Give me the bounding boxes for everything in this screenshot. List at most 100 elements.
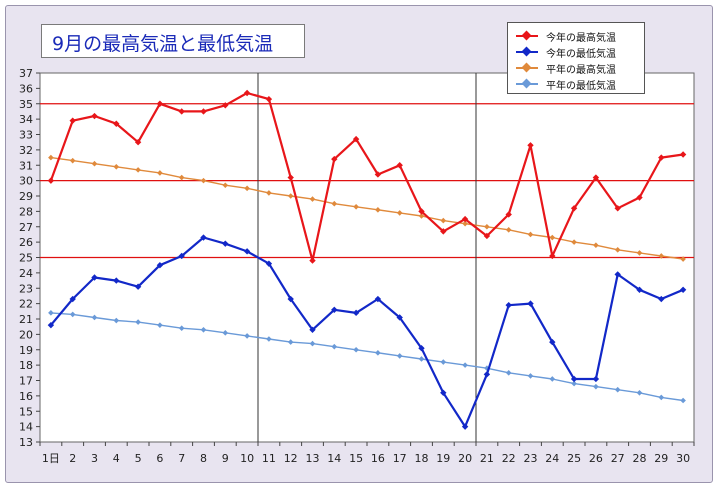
point-s3-19 bbox=[440, 359, 447, 365]
point-s1-11 bbox=[265, 260, 273, 267]
legend-marker-0 bbox=[521, 30, 532, 41]
legend-marker-1 bbox=[521, 46, 532, 57]
point-s1-7 bbox=[178, 252, 185, 260]
point-s0-13 bbox=[309, 257, 316, 264]
point-s2-21 bbox=[484, 223, 490, 230]
point-s0-29 bbox=[658, 154, 665, 161]
point-s3-2 bbox=[69, 311, 76, 318]
legend-marker-3 bbox=[521, 78, 532, 89]
point-s0-24 bbox=[549, 252, 556, 260]
point-s2-10 bbox=[244, 185, 250, 192]
legend-item-3: 平年の最低気温 bbox=[508, 76, 646, 92]
point-s3-15 bbox=[353, 346, 359, 353]
series-2 bbox=[48, 154, 686, 262]
point-s1-8 bbox=[200, 234, 207, 241]
point-s1-22 bbox=[505, 301, 512, 309]
x-tick-label-23: 23 bbox=[524, 452, 538, 465]
point-s2-8 bbox=[200, 177, 207, 184]
x-tick-label-11: 11 bbox=[262, 452, 276, 465]
point-s2-25 bbox=[571, 239, 577, 245]
point-s2-6 bbox=[157, 170, 163, 176]
y-tick-label-17: 17 bbox=[19, 375, 33, 388]
point-s2-17 bbox=[396, 210, 403, 216]
y-tick-label-13: 13 bbox=[19, 436, 33, 449]
point-s0-23 bbox=[527, 142, 534, 149]
point-s1-29 bbox=[658, 295, 665, 303]
point-s1-14 bbox=[331, 306, 338, 313]
y-tick-label-19: 19 bbox=[19, 344, 33, 357]
point-s1-17 bbox=[396, 314, 403, 321]
point-s1-5 bbox=[134, 283, 142, 290]
point-s0-27 bbox=[614, 205, 621, 212]
point-s3-6 bbox=[157, 322, 163, 328]
legend-item-1: 今年の最低気温 bbox=[508, 44, 646, 60]
point-s0-17 bbox=[396, 162, 403, 169]
y-tick-label-21: 21 bbox=[19, 313, 33, 326]
x-tick-label-21: 21 bbox=[480, 452, 494, 465]
x-tick-label-30: 30 bbox=[676, 452, 690, 465]
y-tick-label-22: 22 bbox=[19, 298, 33, 311]
point-s2-3 bbox=[91, 160, 98, 167]
point-s1-28 bbox=[636, 286, 643, 293]
point-s2-1 bbox=[48, 154, 54, 161]
point-s3-22 bbox=[505, 370, 512, 376]
y-tick-label-15: 15 bbox=[19, 405, 33, 418]
legend-item-2: 平年の最高気温 bbox=[508, 60, 646, 76]
point-s0-16 bbox=[374, 171, 382, 178]
point-s3-14 bbox=[331, 343, 338, 350]
point-s0-8 bbox=[200, 108, 207, 115]
point-s3-25 bbox=[571, 380, 577, 387]
x-tick-label-15: 15 bbox=[349, 452, 363, 465]
y-tick-label-14: 14 bbox=[19, 421, 33, 434]
point-s2-22 bbox=[505, 227, 512, 233]
legend-label-2: 平年の最高気温 bbox=[546, 65, 616, 76]
point-s3-29 bbox=[658, 394, 665, 401]
point-s0-7 bbox=[178, 108, 185, 115]
point-s2-27 bbox=[614, 247, 621, 253]
x-tick-label-28: 28 bbox=[633, 452, 647, 465]
point-s2-16 bbox=[375, 207, 381, 213]
point-s1-21 bbox=[483, 371, 491, 378]
x-tick-label-24: 24 bbox=[545, 452, 559, 465]
point-s3-23 bbox=[527, 373, 534, 379]
point-s2-2 bbox=[69, 157, 76, 164]
point-s2-30 bbox=[680, 256, 686, 262]
y-tick-label-37: 37 bbox=[19, 67, 33, 80]
x-tick-label-8: 8 bbox=[200, 452, 207, 465]
point-s3-1 bbox=[48, 310, 54, 316]
x-axis: 1日 2 3 4 5 6 7 8 9 10 11 12 13 14 15 16 17 18 19 20 21 22 23 24… bbox=[39, 442, 695, 465]
point-s2-24 bbox=[549, 234, 556, 241]
point-s0-30 bbox=[679, 151, 687, 158]
y-tick-label-25: 25 bbox=[19, 252, 33, 265]
point-s3-8 bbox=[200, 326, 207, 333]
point-s2-19 bbox=[440, 217, 447, 224]
point-s3-20 bbox=[462, 362, 468, 368]
point-s0-1 bbox=[47, 177, 55, 184]
y-tick-label-35: 35 bbox=[19, 98, 33, 111]
point-s3-18 bbox=[418, 356, 425, 362]
chart-title-box: 9月の最高気温と最低気温 bbox=[41, 24, 305, 58]
point-s1-23 bbox=[527, 300, 534, 307]
point-s3-17 bbox=[396, 353, 403, 359]
point-s3-30 bbox=[680, 397, 686, 404]
point-s3-10 bbox=[244, 333, 250, 339]
point-s0-6 bbox=[156, 100, 164, 107]
point-s2-26 bbox=[593, 242, 599, 248]
point-s2-14 bbox=[331, 200, 338, 207]
y-tick-label-31: 31 bbox=[19, 159, 33, 172]
x-tick-label-27: 27 bbox=[611, 452, 625, 465]
point-s2-29 bbox=[658, 253, 665, 259]
point-s1-19 bbox=[440, 389, 447, 396]
point-s1-13 bbox=[309, 326, 316, 333]
point-s0-5 bbox=[134, 138, 142, 146]
series-line-2 bbox=[50, 156, 684, 260]
point-s2-9 bbox=[222, 182, 229, 189]
point-s0-3 bbox=[91, 112, 98, 120]
point-s1-20 bbox=[461, 423, 469, 430]
point-s0-11 bbox=[265, 95, 273, 103]
x-tick-label-17: 17 bbox=[393, 452, 407, 465]
y-axis: 13 14 15 16 17 18 19 20 21 22 23 24 25 26 27 28 29 30 31 32… bbox=[19, 67, 40, 449]
point-s0-20 bbox=[461, 215, 469, 223]
point-s3-28 bbox=[636, 390, 643, 396]
chart-title: 9月の最高気温と最低気温 bbox=[52, 33, 274, 55]
